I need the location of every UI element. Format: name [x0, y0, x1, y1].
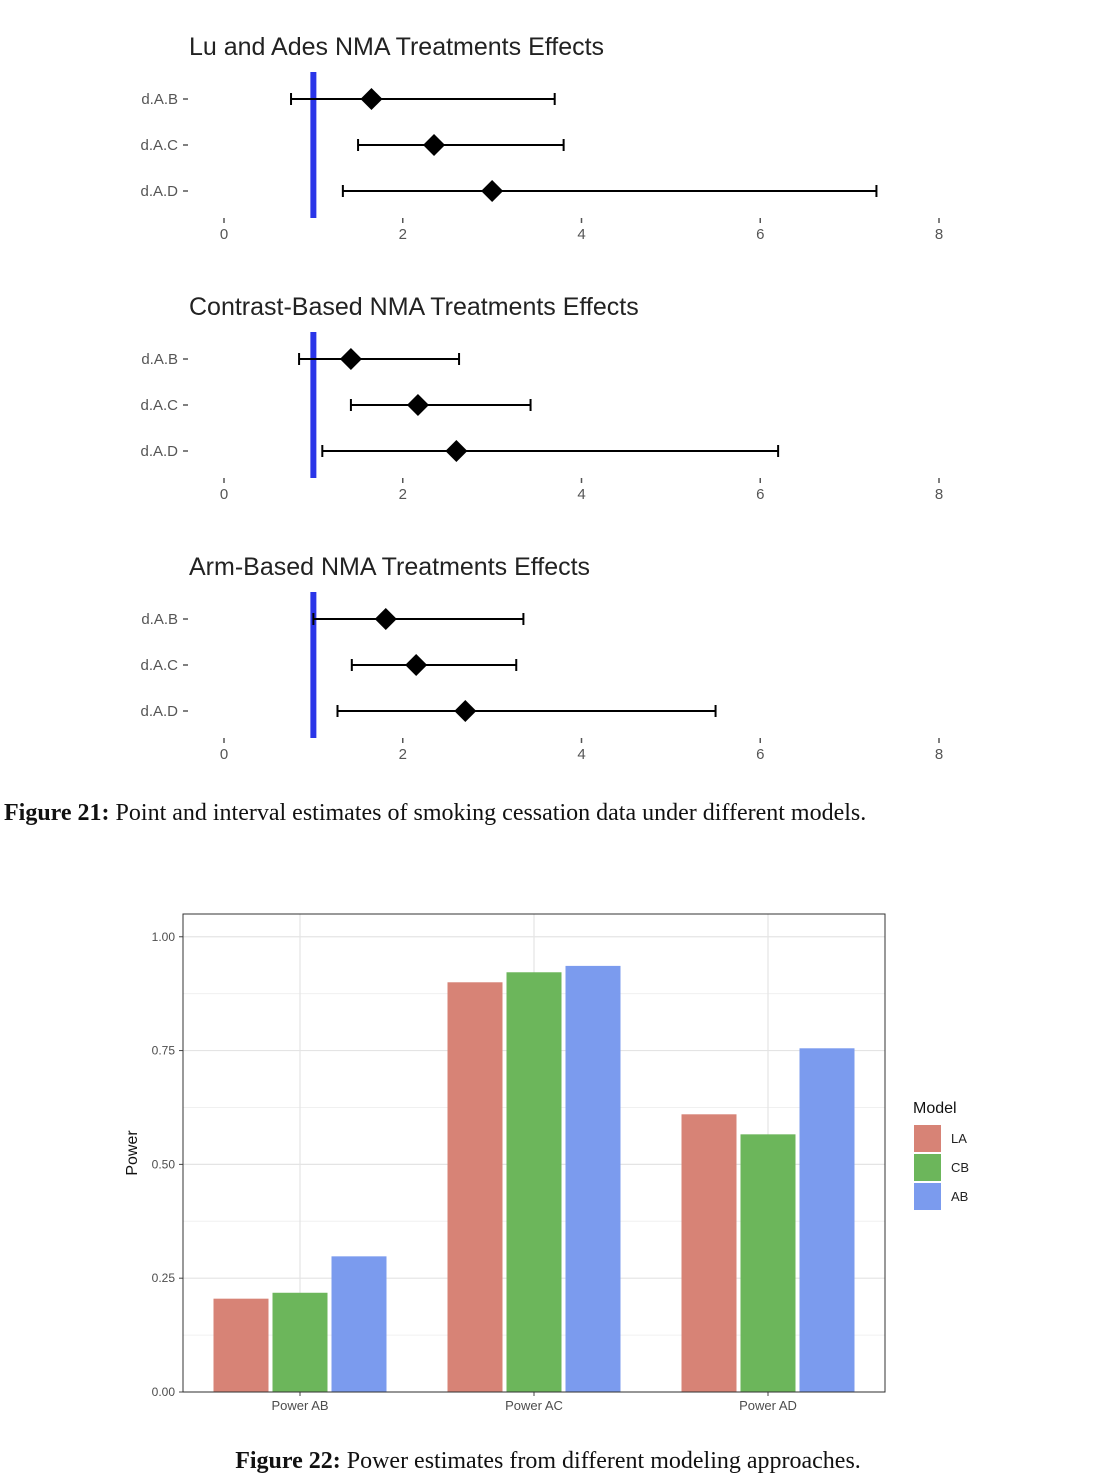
plot-border: [182, 913, 886, 1393]
bar-cb: [740, 1134, 796, 1392]
bar-ab: [565, 965, 621, 1392]
bar-cb: [272, 1292, 328, 1392]
figure-21-label: Figure 21:: [4, 800, 110, 826]
x-tick-label: Power AD: [739, 1398, 797, 1413]
x-tick-label: Power AC: [505, 1398, 563, 1413]
bar-ab: [799, 1048, 855, 1392]
point-estimate: [423, 134, 446, 156]
power-bar-chart: 0.00 0.25 0.50 0.75 1.00 Power AB Power AC Powe…: [124, 913, 969, 1413]
y-tick-label: 0.75: [152, 1044, 176, 1058]
x-tick-label: 8: [935, 486, 943, 503]
y-tick-label: 0.50: [152, 1157, 176, 1171]
row-label: d.A.D: [140, 183, 178, 200]
y-tick-label: 0.25: [152, 1271, 176, 1285]
bar-ab: [331, 1256, 387, 1392]
row-label: d.A.C: [140, 397, 178, 414]
x-tick-label: 4: [577, 486, 585, 503]
x-tick-label: 4: [577, 746, 585, 763]
row-label: d.A.C: [140, 657, 178, 674]
x-tick-label: 8: [935, 226, 943, 243]
figure-22-text: Power estimates from different modeling …: [346, 1448, 861, 1474]
x-tick-label: Power AB: [271, 1398, 328, 1413]
figure-21-text: Point and interval estimates of smoking …: [115, 800, 867, 826]
legend-swatch-ab: [914, 1183, 941, 1210]
panel-title: Contrast-Based NMA Treatments Effects: [189, 293, 639, 321]
x-tick-label: 6: [756, 486, 764, 503]
forest-panel-3: Arm-Based NMA Treatments Effects d.A.B d.A…: [140, 553, 943, 763]
bar-la: [447, 982, 503, 1392]
row-label: d.A.C: [140, 137, 178, 154]
bar-cb: [506, 972, 562, 1392]
x-tick-label: 2: [399, 486, 407, 503]
point-estimate: [406, 394, 429, 416]
legend-title: Model: [913, 1100, 957, 1117]
panel-title: Arm-Based NMA Treatments Effects: [189, 553, 590, 581]
row-label: d.A.D: [140, 703, 178, 720]
point-estimate: [481, 180, 504, 202]
figure-21-caption: Figure 21: Point and interval estimates …: [4, 800, 1096, 827]
x-tick-label: 8: [935, 746, 943, 763]
y-axis-label: Power: [124, 1130, 141, 1176]
x-tick-label: 2: [399, 746, 407, 763]
row-label: d.A.B: [141, 351, 178, 368]
bar-la: [681, 1114, 737, 1392]
figure-22-caption: Figure 22: Power estimates from differen…: [0, 1448, 1096, 1475]
legend-label-ab: AB: [951, 1189, 968, 1204]
y-tick-label: 0.00: [152, 1385, 176, 1399]
legend-label-cb: CB: [951, 1160, 969, 1175]
figure-22-label: Figure 22:: [235, 1448, 341, 1474]
legend-swatch-la: [914, 1125, 941, 1152]
x-tick-label: 2: [399, 226, 407, 243]
row-label: d.A.B: [141, 611, 178, 628]
legend-swatch-cb: [914, 1154, 941, 1181]
forest-panel-2: Contrast-Based NMA Treatments Effects d.A…: [140, 293, 943, 503]
x-tick-label: 6: [756, 746, 764, 763]
point-estimate: [405, 654, 428, 676]
x-tick-label: 0: [220, 746, 228, 763]
forest-plots: Lu and Ades NMA Treatments Effects d.A.B d…: [140, 33, 943, 763]
point-estimate: [339, 348, 362, 370]
point-estimate: [445, 440, 468, 462]
bar-la: [213, 1298, 269, 1392]
x-tick-label: 6: [756, 226, 764, 243]
panel-title: Lu and Ades NMA Treatments Effects: [189, 33, 604, 61]
x-tick-label: 4: [577, 226, 585, 243]
legend-label-la: LA: [951, 1131, 967, 1146]
y-tick-label: 1.00: [152, 930, 176, 944]
point-estimate: [454, 700, 477, 722]
row-label: d.A.B: [141, 91, 178, 108]
row-label: d.A.D: [140, 443, 178, 460]
x-tick-label: 0: [220, 226, 228, 243]
point-estimate: [360, 88, 383, 110]
forest-panel-1: Lu and Ades NMA Treatments Effects d.A.B d…: [140, 33, 943, 243]
x-tick-label: 0: [220, 486, 228, 503]
point-estimate: [374, 608, 397, 630]
